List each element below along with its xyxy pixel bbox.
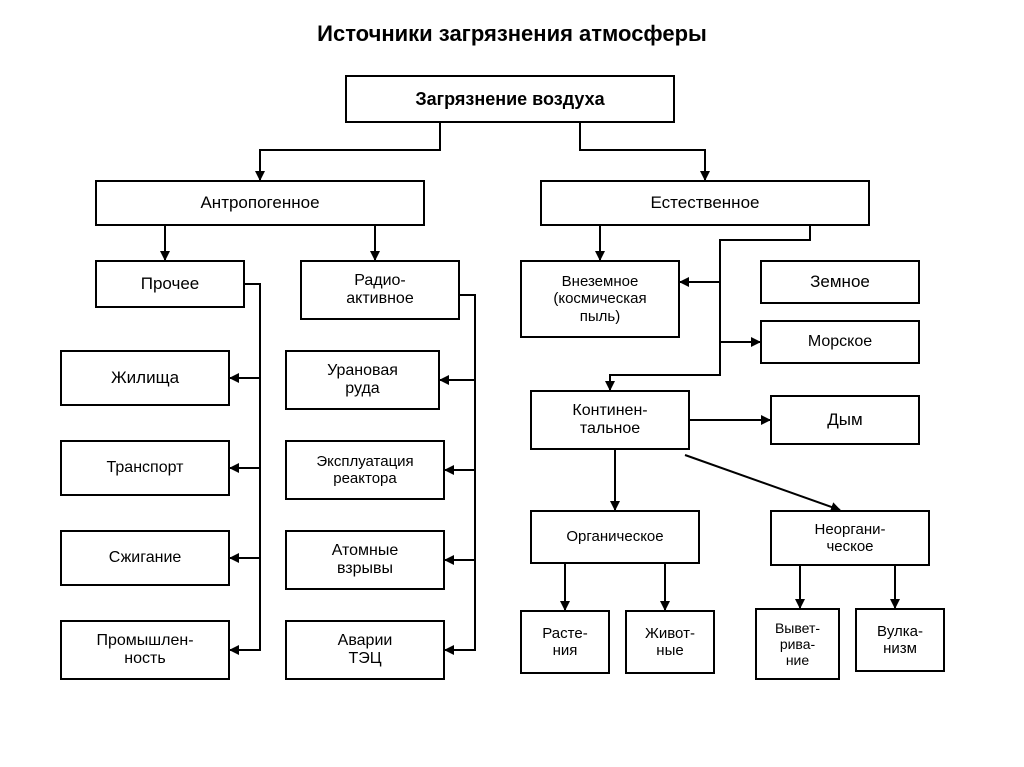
node-root: Загрязнение воздуха xyxy=(345,75,675,123)
node-weather: Вывет-рива-ние xyxy=(755,608,840,680)
node-inorganic: Неоргани-ческое xyxy=(770,510,930,566)
node-plants: Расте-ния xyxy=(520,610,610,674)
node-earth: Земное xyxy=(760,260,920,304)
edge xyxy=(230,468,260,558)
edge xyxy=(445,470,475,560)
node-animals: Живот-ные xyxy=(625,610,715,674)
node-atomic: Атомныевзрывы xyxy=(285,530,445,590)
node-volcano: Вулка-низм xyxy=(855,608,945,672)
node-reactor: Эксплуатацияреактора xyxy=(285,440,445,500)
node-natural: Естественное xyxy=(540,180,870,226)
node-industry: Промышлен-ность xyxy=(60,620,230,680)
node-burning: Сжигание xyxy=(60,530,230,586)
node-smoke: Дым xyxy=(770,395,920,445)
edge xyxy=(720,282,760,342)
edge xyxy=(445,380,475,470)
edge xyxy=(610,342,720,390)
edge xyxy=(685,455,840,510)
node-extra: Внеземное(космическаяпыль) xyxy=(520,260,680,338)
edge xyxy=(230,558,260,650)
edge xyxy=(580,123,705,180)
diagram-stage: Источники загрязнения атмосферы Загрязне… xyxy=(0,0,1024,767)
node-uranium: Урановаяруда xyxy=(285,350,440,410)
node-anthro: Антропогенное xyxy=(95,180,425,226)
node-organic: Органическое xyxy=(530,510,700,564)
node-continent: Континен-тальное xyxy=(530,390,690,450)
node-housing: Жилища xyxy=(60,350,230,406)
edge xyxy=(445,560,475,650)
node-marine: Морское xyxy=(760,320,920,364)
node-tec: АварииТЭЦ xyxy=(285,620,445,680)
edge xyxy=(260,123,440,180)
node-other: Прочее xyxy=(95,260,245,308)
edge xyxy=(230,378,260,468)
diagram-title: Источники загрязнения атмосферы xyxy=(317,21,707,47)
node-radio: Радио-активное xyxy=(300,260,460,320)
node-transport: Транспорт xyxy=(60,440,230,496)
